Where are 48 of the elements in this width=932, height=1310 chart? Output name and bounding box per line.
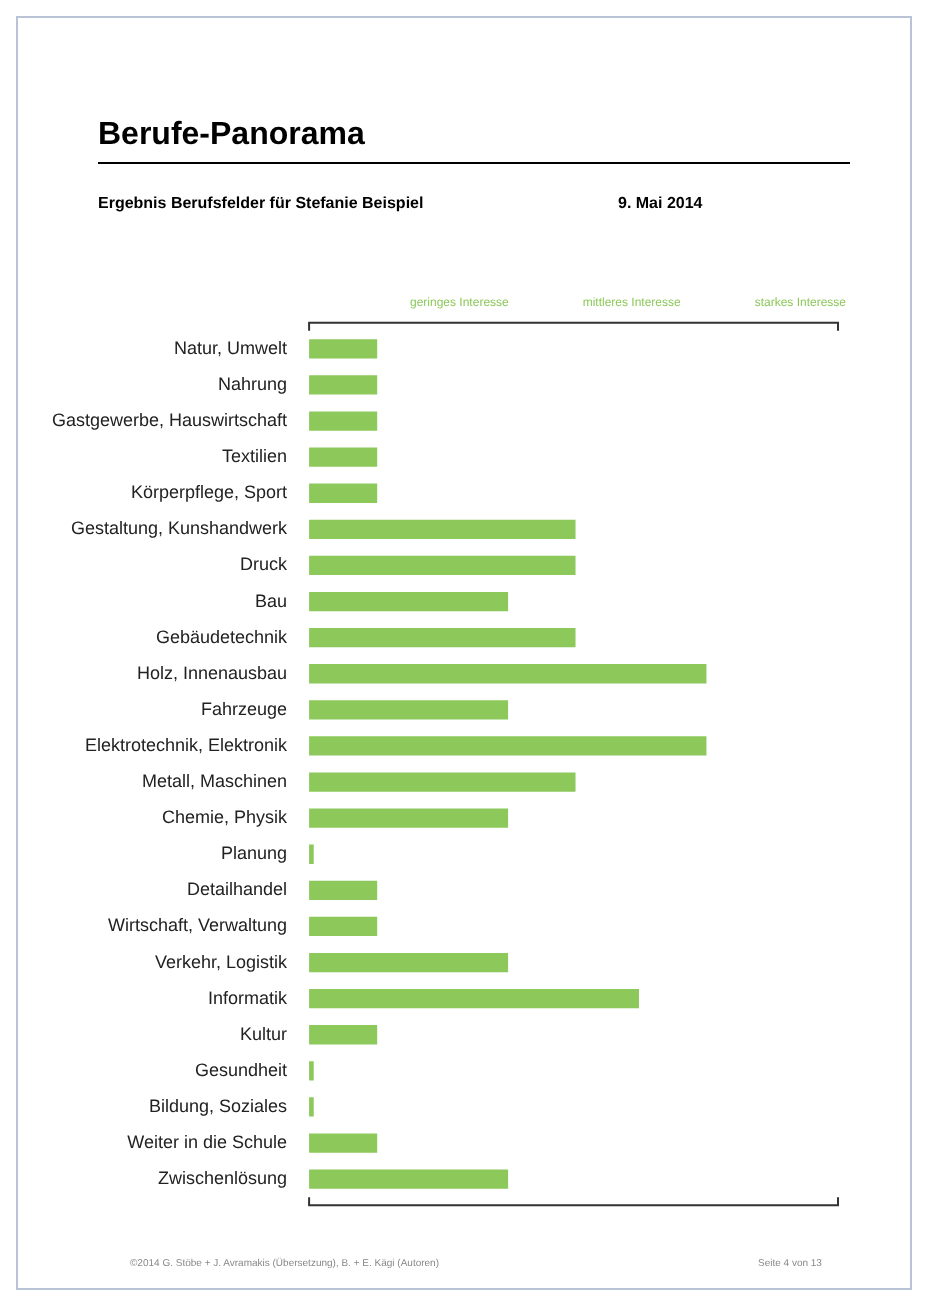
bar	[309, 700, 509, 720]
y-tick-label: Druck	[240, 554, 289, 575]
bar	[309, 880, 378, 901]
bar	[309, 916, 378, 937]
bar	[309, 1133, 378, 1153]
y-tick-label: Gebäudetechnik	[155, 626, 289, 647]
y-tick-label: Holz, Innenausbau	[136, 662, 288, 683]
bar	[309, 339, 378, 359]
bar	[309, 519, 576, 540]
bar	[309, 447, 378, 467]
y-tick-label: Nahrung	[218, 373, 288, 394]
y-tick-label: Wirtschaft, Verwaltung	[108, 915, 288, 936]
y-tick-label: Weiter in die Schule	[127, 1132, 288, 1153]
bar	[309, 483, 378, 503]
bar	[309, 555, 576, 576]
bar	[309, 591, 509, 612]
bar	[309, 772, 576, 792]
bar	[309, 1169, 509, 1189]
y-tick-label: Gastgewerbe, Hauswirtschaft	[51, 410, 289, 431]
y-tick-label: Fahrzeuge	[201, 698, 288, 719]
y-tick-label: Metall, Maschinen	[142, 771, 288, 792]
y-tick-label: Bau	[255, 590, 288, 611]
chart-title: Berufe-Panorama	[98, 118, 365, 154]
y-tick-label: Detailhandel	[187, 879, 288, 900]
y-tick-label: Natur, Umwelt	[174, 337, 289, 358]
y-tick-label: Planung	[221, 843, 288, 864]
y-tick-label: Zwischenlösung	[158, 1168, 288, 1189]
y-tick-label: Gestaltung, Kunshandwerk	[70, 518, 289, 539]
y-tick-label: Chemie, Physik	[162, 807, 289, 828]
y-tick-label: Körperpflege, Sport	[131, 482, 289, 503]
y-tick-label: Kultur	[240, 1023, 288, 1044]
bar	[309, 1025, 378, 1045]
bar	[309, 375, 378, 395]
y-tick-label: Elektrotechnik, Elektronik	[85, 734, 289, 755]
y-tick-label: Verkehr, Logistik	[155, 951, 289, 972]
text: 9. Mai 2014	[618, 194, 703, 212]
y-tick-label: Informatik	[208, 987, 289, 1008]
y-tick-label: Gesundheit	[195, 1059, 289, 1080]
bar	[309, 736, 707, 756]
bar	[309, 627, 576, 648]
bar	[309, 988, 639, 1009]
y-tick-label: Textilien	[222, 446, 288, 467]
bar	[309, 808, 509, 828]
y-tick-label: Bildung, Soziales	[149, 1095, 289, 1116]
bar	[309, 664, 707, 684]
bar	[309, 411, 378, 431]
chart-subtitle: Ergebnis Berufsfelder für Stefanie Beispiel	[98, 194, 424, 212]
bar	[309, 952, 509, 973]
